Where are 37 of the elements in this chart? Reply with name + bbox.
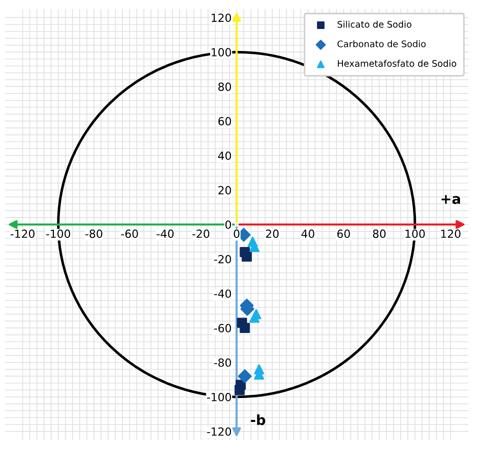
x-tick-label: 100 — [406, 230, 425, 238]
y-tick-label: 100 — [212, 48, 232, 56]
point — [248, 236, 258, 247]
x-tick-label: -60 — [121, 230, 138, 238]
x-tick-label: -120 — [10, 230, 34, 238]
point — [240, 247, 250, 258]
y-tick-label: 20 — [218, 186, 232, 194]
x-tick-label: 60 — [337, 230, 350, 238]
x-tick-label: -100 — [46, 230, 70, 238]
x-tick-label: 40 — [301, 230, 314, 238]
x-tick-label: -20 — [192, 230, 210, 238]
y-tick-label: -20 — [214, 254, 232, 264]
y-tick-label: 40 — [218, 152, 232, 160]
legend-label: Silicato de Sodio — [338, 20, 412, 28]
x-tick-label: 20 — [266, 230, 279, 238]
y-tick-label: -100 — [207, 392, 232, 402]
point — [238, 369, 252, 384]
x-tick-label: -80 — [85, 230, 102, 238]
y-axis-title: -b — [250, 414, 266, 426]
y-tick-label: 80 — [218, 82, 232, 91]
y-tick-label: 0 — [225, 220, 232, 229]
x-axis-title: +a — [442, 195, 460, 204]
y-tick-label: -120 — [207, 427, 232, 436]
point — [249, 312, 260, 323]
legend-label: Carbonato de Sodio — [338, 40, 426, 48]
y-tick-label: 60 — [218, 117, 232, 126]
x-tick-label: -40 — [156, 230, 174, 238]
y-tick-label: -40 — [214, 289, 232, 298]
x-tick-label: 0 — [234, 230, 240, 238]
y-tick-label: 120 — [212, 14, 232, 22]
y-tick-label: -80 — [214, 358, 232, 367]
point — [234, 384, 245, 396]
x-tick-label: 120 — [441, 230, 460, 238]
y-tick-label: -60 — [214, 324, 232, 332]
legend-label: Hexametafosfato de Sodio — [338, 60, 456, 67]
x-tick-label: 80 — [372, 230, 386, 238]
point — [240, 322, 250, 334]
